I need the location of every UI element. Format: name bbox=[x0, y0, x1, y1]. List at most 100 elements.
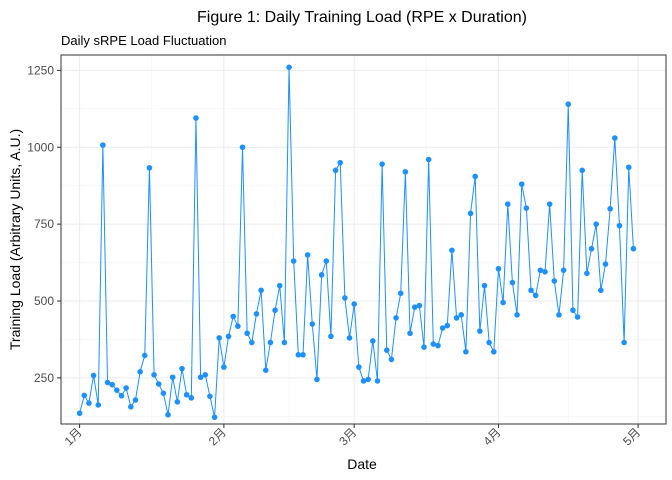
data-point bbox=[300, 352, 306, 358]
data-point bbox=[407, 330, 413, 337]
data-point bbox=[286, 64, 292, 71]
data-point bbox=[109, 381, 115, 388]
data-point bbox=[100, 142, 106, 148]
plot-panel bbox=[61, 55, 666, 424]
data-point bbox=[579, 167, 586, 174]
data-point bbox=[128, 403, 134, 410]
data-point bbox=[295, 352, 302, 358]
data-point bbox=[211, 414, 218, 421]
data-point bbox=[593, 221, 599, 227]
data-point bbox=[342, 295, 348, 301]
data-point bbox=[509, 279, 516, 286]
data-point bbox=[249, 339, 255, 346]
data-point bbox=[114, 387, 120, 393]
data-point bbox=[197, 374, 204, 381]
data-point bbox=[95, 402, 102, 408]
y-tick-label: 1250 bbox=[27, 63, 54, 77]
data-point bbox=[207, 393, 213, 400]
data-point bbox=[337, 159, 344, 166]
data-point bbox=[365, 376, 371, 383]
data-point bbox=[560, 267, 567, 274]
y-tick-label: 250 bbox=[34, 371, 54, 385]
data-point bbox=[523, 205, 530, 211]
y-axis-title: Training Load (Arbitrary Units, A.U.) bbox=[7, 129, 23, 350]
data-point bbox=[491, 348, 497, 355]
data-point bbox=[137, 368, 143, 375]
data-point bbox=[118, 392, 125, 399]
chart-title: Figure 1: Daily Training Load (RPE x Dur… bbox=[197, 9, 527, 26]
data-point bbox=[467, 210, 474, 217]
data-point bbox=[165, 411, 171, 418]
data-point bbox=[574, 314, 581, 320]
data-point bbox=[514, 312, 520, 318]
data-point bbox=[463, 348, 469, 355]
data-point bbox=[370, 338, 376, 344]
data-point bbox=[104, 379, 111, 386]
data-point bbox=[239, 144, 246, 151]
plot-border bbox=[60, 54, 667, 425]
data-point bbox=[612, 135, 618, 141]
chart-subtitle: Daily sRPE Load Fluctuation bbox=[61, 33, 226, 48]
y-axis: 250 500 750 1000 1250 bbox=[27, 63, 61, 385]
data-point bbox=[449, 247, 455, 254]
data-point bbox=[421, 344, 427, 350]
data-point bbox=[616, 222, 623, 229]
data-point bbox=[267, 339, 274, 346]
data-point bbox=[435, 342, 441, 349]
data-point bbox=[183, 391, 190, 398]
data-point bbox=[304, 252, 311, 258]
data-point bbox=[565, 101, 572, 107]
data-point bbox=[598, 287, 604, 294]
data-point bbox=[393, 315, 399, 321]
data-point bbox=[193, 115, 199, 121]
data-point bbox=[374, 378, 381, 384]
data-point bbox=[383, 347, 390, 354]
data-point bbox=[356, 364, 362, 370]
data-point bbox=[141, 352, 148, 359]
x-axis: 1月 2月 3月 4月 5月 bbox=[62, 424, 643, 448]
data-point bbox=[630, 245, 637, 252]
data-point bbox=[174, 399, 181, 405]
data-point bbox=[388, 356, 395, 363]
data-point bbox=[258, 287, 264, 294]
data-point bbox=[458, 312, 465, 318]
data-point bbox=[290, 258, 297, 264]
data-point bbox=[602, 261, 609, 267]
x-tick-label: 1月 bbox=[62, 425, 85, 448]
data-point bbox=[551, 278, 558, 284]
data-point bbox=[188, 395, 195, 401]
data-point bbox=[472, 173, 478, 180]
data-point bbox=[221, 364, 227, 370]
data-point bbox=[570, 307, 576, 314]
data-point bbox=[411, 304, 418, 310]
y-tick-label: 500 bbox=[34, 294, 54, 308]
data-point bbox=[216, 335, 223, 341]
y-tick-label: 1000 bbox=[27, 140, 54, 154]
data-point bbox=[584, 270, 590, 277]
data-point bbox=[90, 372, 97, 379]
data-point bbox=[621, 339, 627, 346]
data-point bbox=[444, 322, 451, 329]
data-point bbox=[272, 307, 278, 314]
data-point bbox=[504, 201, 511, 207]
data-point bbox=[230, 313, 236, 320]
data-point bbox=[332, 167, 339, 174]
data-point bbox=[309, 321, 316, 327]
data-point bbox=[160, 390, 167, 397]
data-point bbox=[360, 378, 367, 384]
data-point bbox=[253, 311, 260, 317]
data-point bbox=[81, 392, 88, 399]
data-point bbox=[481, 282, 488, 289]
data-point bbox=[397, 290, 404, 297]
data-point bbox=[244, 330, 250, 337]
data-point bbox=[202, 372, 209, 378]
data-point bbox=[588, 245, 595, 252]
data-point bbox=[318, 272, 325, 278]
data-point bbox=[625, 164, 632, 171]
x-tick-label: 4月 bbox=[480, 425, 503, 448]
data-point bbox=[146, 165, 153, 171]
data-point bbox=[123, 385, 129, 391]
data-point bbox=[439, 325, 446, 331]
data-point bbox=[346, 335, 353, 341]
